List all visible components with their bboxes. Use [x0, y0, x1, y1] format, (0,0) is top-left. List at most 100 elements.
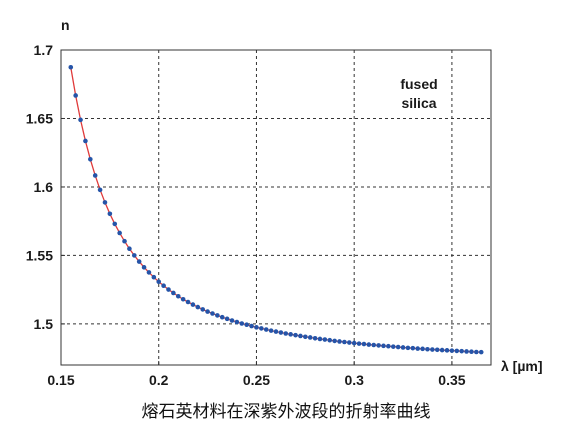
- data-point: [273, 329, 279, 334]
- data-point: [395, 344, 401, 350]
- data-point: [371, 342, 377, 348]
- data-point: [283, 331, 289, 336]
- data-point: [185, 299, 191, 305]
- data-point: [346, 340, 352, 345]
- data-point: [210, 311, 215, 316]
- data-point: [430, 347, 435, 352]
- data-point: [131, 253, 137, 258]
- data-point: [102, 200, 108, 205]
- data-point: [180, 296, 186, 302]
- data-point: [200, 307, 206, 312]
- x-tick-label: 0.3: [344, 372, 364, 388]
- data-point: [474, 349, 479, 355]
- data-point: [288, 332, 293, 337]
- data-point: [415, 346, 421, 351]
- data-point: [219, 314, 225, 320]
- plot-frame: [60, 49, 492, 366]
- data-point: [381, 343, 386, 349]
- data-point: [112, 221, 118, 227]
- data-point: [317, 336, 323, 342]
- data-point: [229, 318, 235, 323]
- y-tick-label: 1.7: [34, 42, 54, 58]
- data-point: [83, 138, 88, 144]
- data-point: [278, 330, 284, 335]
- data-point: [97, 187, 103, 193]
- annotation-line-1: fused: [400, 76, 437, 92]
- data-point: [390, 344, 396, 349]
- data-point: [224, 316, 230, 322]
- data-point: [215, 313, 220, 318]
- data-point: [405, 345, 411, 351]
- x-tick-label: 0.15: [47, 372, 74, 388]
- data-point: [92, 173, 98, 178]
- data-point: [161, 283, 166, 289]
- data-point: [68, 64, 74, 70]
- data-point: [439, 347, 445, 353]
- x-tick-label: 0.25: [243, 372, 270, 388]
- data-point: [459, 348, 464, 354]
- data-point: [400, 345, 406, 350]
- data-point: [478, 349, 484, 355]
- data-point: [342, 339, 347, 345]
- data-point: [449, 348, 455, 353]
- y-tick-label: 1.55: [26, 247, 53, 263]
- data-points: [68, 64, 484, 355]
- data-point: [122, 238, 127, 244]
- data-point: [263, 327, 269, 332]
- x-axis-label: λ [µm]: [501, 358, 543, 374]
- data-point: [259, 326, 264, 331]
- data-point: [434, 347, 440, 353]
- data-point: [190, 302, 196, 307]
- data-point: [351, 340, 357, 346]
- data-point: [249, 323, 254, 329]
- data-point: [151, 274, 157, 280]
- data-point: [268, 328, 274, 333]
- data-point: [239, 321, 245, 326]
- data-point: [141, 265, 147, 270]
- grid-lines: [61, 50, 491, 365]
- data-point: [454, 348, 460, 354]
- y-tick-label: 1.65: [26, 110, 53, 126]
- data-point: [464, 349, 469, 354]
- data-point: [337, 339, 342, 344]
- figure-caption: 熔石英材料在深紫外波段的折射率曲线: [141, 402, 431, 422]
- x-tick-label: 0.2: [149, 372, 169, 388]
- data-point: [127, 246, 132, 252]
- y-tick-label: 1.6: [34, 179, 54, 195]
- data-point: [425, 346, 430, 352]
- data-point: [293, 332, 298, 338]
- data-point: [117, 230, 122, 236]
- refractive-index-chart: 0.15 0.2 0.25 0.3 0.35 1.5 1.55 1.6 1.65 1.7 n λ…: [26, 17, 543, 388]
- x-tick-label: 0.35: [438, 372, 465, 388]
- y-tick-labels: 1.5 1.55 1.6 1.65 1.7: [26, 42, 53, 332]
- data-point: [195, 304, 201, 310]
- y-tick-label: 1.5: [34, 316, 54, 332]
- data-point: [410, 345, 416, 351]
- data-point: [303, 334, 308, 340]
- y-axis-label: n: [61, 17, 70, 33]
- data-point: [298, 333, 303, 339]
- data-point: [386, 343, 391, 349]
- data-point: [244, 322, 249, 328]
- data-point: [307, 335, 313, 340]
- data-point: [107, 211, 113, 217]
- data-point: [420, 346, 425, 352]
- data-point: [171, 290, 176, 296]
- data-point: [376, 343, 381, 348]
- data-point: [361, 341, 367, 347]
- annotation-line-2: silica: [401, 95, 436, 111]
- data-point: [136, 259, 142, 264]
- data-point: [327, 337, 333, 343]
- data-point: [356, 341, 362, 346]
- data-point: [88, 156, 93, 162]
- data-point: [146, 270, 152, 275]
- x-tick-labels: 0.15 0.2 0.25 0.3 0.35: [47, 372, 465, 388]
- data-point: [366, 342, 372, 347]
- data-point: [254, 325, 259, 330]
- tick-marks: [60, 49, 453, 365]
- data-point: [234, 319, 240, 325]
- data-point: [156, 279, 162, 285]
- data-point: [73, 93, 78, 98]
- data-point: [332, 338, 337, 344]
- data-point: [175, 293, 181, 299]
